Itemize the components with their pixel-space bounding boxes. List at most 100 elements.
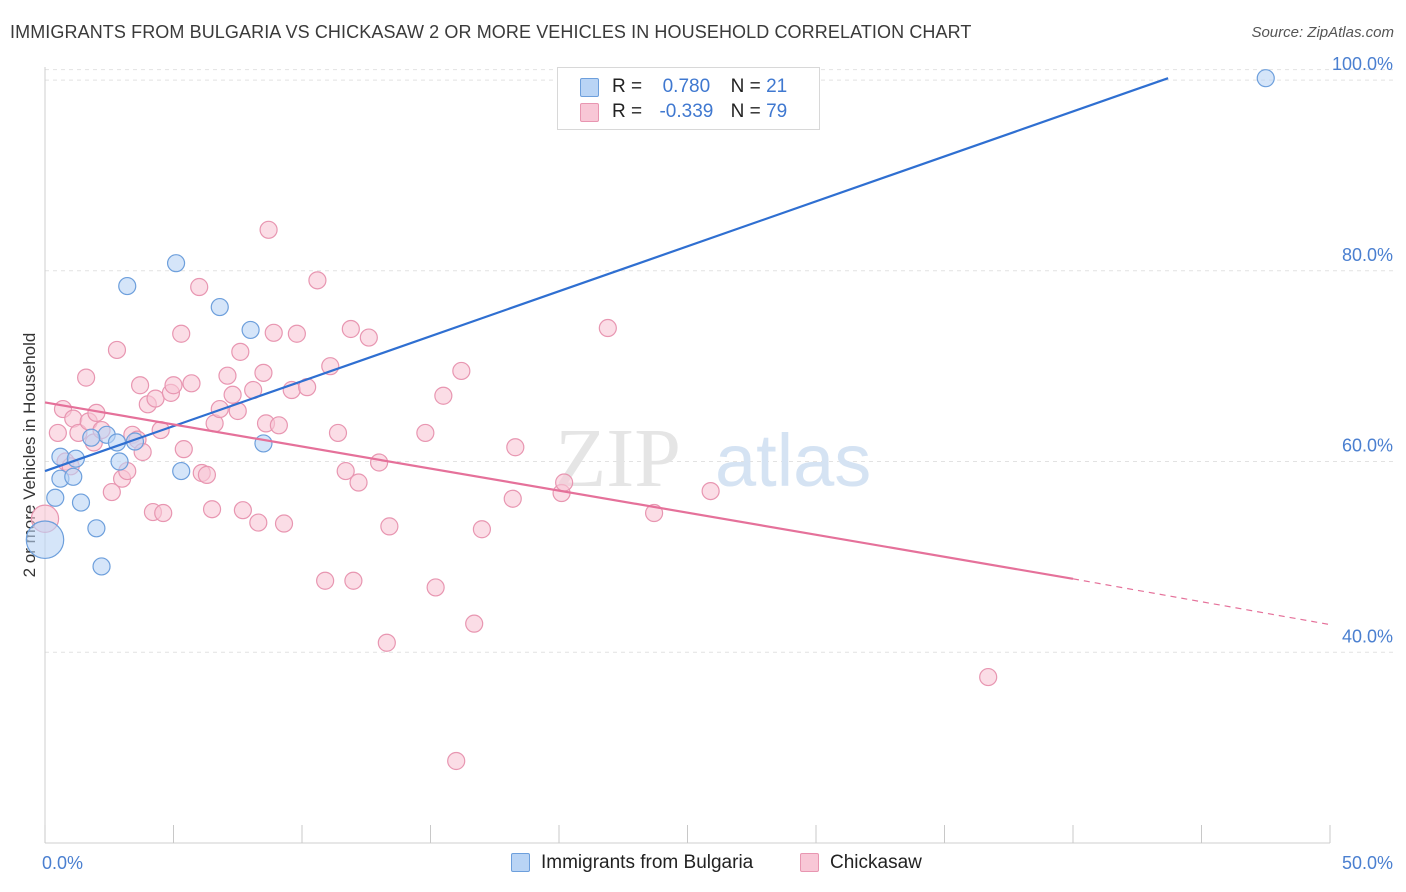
y-tick-label: 100.0% (1332, 54, 1393, 74)
bulgaria-point (254, 434, 273, 453)
chart-title: IMMIGRANTS FROM BULGARIA VS CHICKASAW 2 … (10, 22, 972, 42)
chickasaw-point (506, 438, 525, 457)
chickasaw-point (701, 482, 720, 501)
chickasaw-point (344, 571, 363, 590)
legend-label: Immigrants from Bulgaria (541, 852, 754, 873)
tick-labels: 40.0% 60.0% 80.0% 100.0% 0.0% 50.0% (42, 54, 1393, 873)
bulgaria-point (166, 254, 186, 273)
bulgaria-point (87, 519, 106, 538)
bulgaria-point (82, 428, 101, 447)
n-label: N = (730, 101, 761, 122)
chickasaw-trend-extension (1072, 578, 1331, 626)
chickasaw-point (341, 319, 360, 339)
n-label: N = (730, 76, 761, 97)
x-tick-label: 50.0% (1342, 853, 1393, 873)
r-value: 0.780 (662, 76, 711, 97)
bulgaria-point (25, 520, 65, 560)
bulgaria-point (92, 557, 111, 576)
stats-legend: R = 0.780 N = 21 R = -0.339 N = 79 (557, 67, 820, 130)
chickasaw-point (472, 520, 491, 539)
chickasaw-point (316, 571, 335, 590)
bulgaria-swatch (511, 853, 530, 872)
chickasaw-point (164, 376, 183, 395)
chickasaw-point (264, 323, 283, 342)
chickasaw-trend-line (44, 401, 1074, 580)
chickasaw-point (146, 389, 165, 408)
chickasaw-point (202, 500, 222, 519)
chickasaw-point (349, 473, 368, 492)
chickasaw-point (380, 517, 399, 536)
chickasaw-point (336, 461, 355, 481)
chickasaw-point (174, 440, 193, 459)
chickasaw-point (503, 489, 522, 508)
chickasaw-point (465, 614, 484, 633)
chickasaw-point (182, 374, 201, 393)
chickasaw-point (259, 220, 278, 239)
bulgaria-point (64, 467, 83, 486)
bulgaria-point (241, 320, 260, 340)
bulgaria-swatch (580, 78, 599, 97)
chickasaw-point (308, 271, 327, 290)
r-label: R = (612, 101, 643, 122)
gridlines (45, 69, 1395, 653)
chickasaw-point (48, 423, 67, 443)
r-value: -0.339 (659, 101, 714, 122)
chickasaw-point (359, 328, 378, 347)
chickasaw-point (416, 423, 435, 443)
x-tick-label: 0.0% (42, 853, 83, 873)
chickasaw-point (231, 342, 250, 361)
r-label: R = (612, 76, 643, 97)
chickasaw-point (223, 385, 242, 404)
chickasaw-point (172, 324, 191, 343)
chickasaw-point (197, 465, 217, 484)
chickasaw-point (328, 423, 348, 443)
chickasaw-point (377, 633, 396, 652)
axes (44, 67, 1331, 844)
watermark-atlas: atlas (715, 419, 871, 502)
bulgaria-point (71, 493, 91, 512)
chickasaw-point (77, 368, 96, 387)
y-tick-label: 40.0% (1342, 626, 1393, 646)
chickasaw-point (254, 363, 273, 382)
watermark: ZIP atlas (555, 412, 871, 505)
chickasaw-swatch (580, 103, 599, 122)
chickasaw-point (434, 386, 453, 405)
bulgaria-point (1256, 69, 1275, 88)
bulgaria-point (46, 488, 65, 507)
chickasaw-point (598, 318, 617, 338)
chickasaw-point (154, 503, 173, 523)
chickasaw-point (447, 751, 466, 771)
n-value: 21 (766, 76, 788, 97)
chickasaw-point (287, 324, 306, 343)
chickasaw-point (274, 514, 294, 533)
chickasaw-point (426, 578, 445, 597)
chickasaw-point (218, 366, 237, 385)
data-points (25, 69, 1275, 771)
trend-lines (44, 77, 1331, 626)
bulgaria-point (110, 452, 129, 471)
y-tick-label: 80.0% (1342, 245, 1393, 265)
chickasaw-point (370, 453, 389, 472)
y-tick-label: 60.0% (1342, 436, 1393, 456)
chickasaw-point (979, 667, 998, 687)
bulgaria-point (118, 276, 137, 296)
watermark-zip: ZIP (555, 412, 681, 505)
chickasaw-point (269, 416, 288, 435)
chickasaw-point (102, 482, 121, 502)
chickasaw-point (130, 376, 150, 395)
bulgaria-trend-line (44, 77, 1169, 473)
chickasaw-point (555, 473, 574, 492)
source-credit: Source: ZipAtlas.com (1251, 24, 1394, 41)
chickasaw-swatch (800, 853, 819, 872)
bulgaria-point (210, 297, 229, 317)
chickasaw-point (233, 501, 252, 520)
chickasaw-point (107, 340, 127, 360)
bulgaria-point (172, 461, 191, 481)
n-value: 79 (766, 101, 788, 122)
series-legend: Immigrants from Bulgaria Chickasaw (0, 850, 1406, 880)
legend-label: Chickasaw (830, 852, 922, 873)
chickasaw-point (190, 277, 209, 297)
chickasaw-point (249, 513, 268, 532)
chickasaw-point (452, 361, 471, 381)
